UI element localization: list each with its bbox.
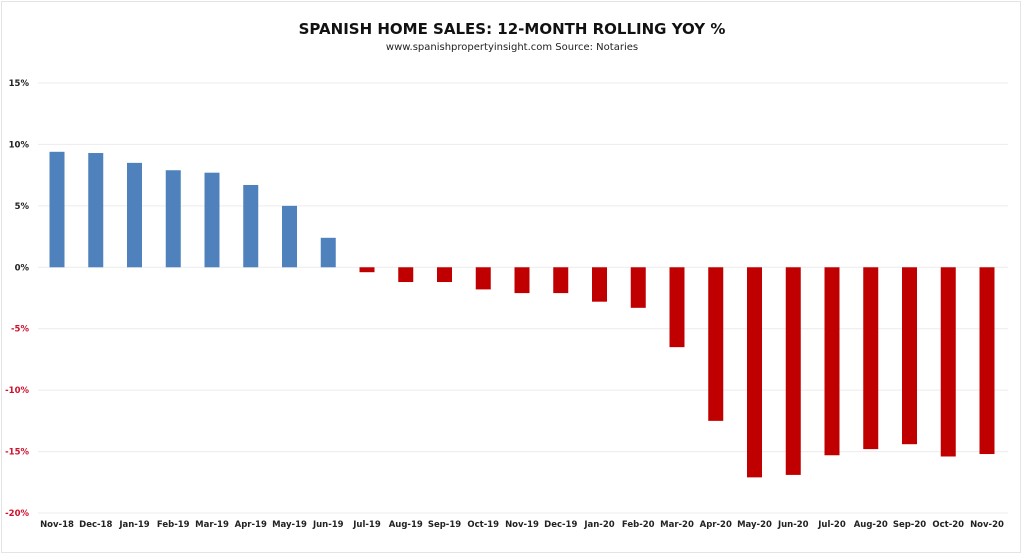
bar-feb-20: [630, 267, 646, 308]
x-tick-label: Mar-19: [195, 520, 229, 530]
x-tick-label: Oct-20: [932, 520, 964, 530]
bar-jul-19: [359, 267, 375, 273]
bar-oct-20: [940, 267, 956, 457]
bar-sep-20: [902, 267, 917, 445]
x-tick-label: May-19: [272, 520, 307, 530]
y-tick-label: -10%: [5, 386, 29, 396]
bar-mar-19: [204, 172, 220, 268]
bar-feb-19: [165, 170, 181, 268]
bar-jun-19: [320, 237, 336, 268]
x-tick-label: Dec-18: [79, 520, 112, 530]
x-tick-label: Aug-20: [854, 520, 888, 530]
x-tick-label: Dec-19: [544, 520, 577, 530]
y-tick-label: 0%: [15, 263, 30, 273]
chart-title: SPANISH HOME SALES: 12-MONTH ROLLING YOY…: [298, 20, 726, 38]
y-tick-label: 10%: [9, 140, 30, 150]
bar-mar-20: [669, 267, 685, 348]
y-tick-label: 5%: [15, 202, 30, 212]
bar-jan-20: [592, 267, 607, 302]
y-tick-label: -20%: [5, 509, 29, 519]
bar-jan-19: [127, 162, 142, 268]
x-tick-label: Jan-19: [118, 520, 149, 530]
x-tick-label: Jun-19: [312, 520, 344, 530]
y-tick-label: -5%: [11, 325, 29, 335]
bar-nov-20: [979, 267, 995, 455]
bar-apr-19: [243, 184, 259, 268]
bar-oct-19: [475, 267, 491, 290]
bar-nov-19: [514, 267, 530, 294]
bar-sep-19: [437, 267, 452, 283]
x-tick-label: May-20: [737, 520, 772, 530]
bar-may-20: [747, 267, 762, 478]
gridlines: [38, 82, 1008, 514]
x-tick-label: Sep-20: [893, 520, 926, 530]
x-tick-label: Aug-19: [389, 520, 423, 530]
bar-apr-20: [708, 267, 724, 421]
bar-aug-19: [398, 267, 414, 283]
x-tick-label: Mar-20: [660, 520, 694, 530]
x-tick-label: Sep-19: [428, 520, 461, 530]
x-tick-label: Jan-20: [583, 520, 614, 530]
x-axis-ticks: Nov-18 Dec-18 Jan-19 Feb-19 Mar-19 Apr-19 May-…: [40, 520, 1004, 530]
bar-jul-20: [824, 267, 840, 456]
y-tick-label: 15%: [9, 79, 30, 89]
y-tick-label: -15%: [5, 448, 29, 458]
x-tick-label: Oct-19: [467, 520, 499, 530]
x-tick-label: Jul-20: [817, 520, 846, 530]
x-tick-label: Feb-19: [157, 520, 190, 530]
bar-aug-20: [863, 267, 879, 450]
bar-dec-19: [553, 267, 569, 294]
x-tick-label: Apr-20: [700, 520, 732, 530]
x-tick-label: Jul-19: [352, 520, 381, 530]
x-tick-label: Nov-20: [970, 520, 1004, 530]
bar-jun-20: [785, 267, 801, 475]
x-tick-label: Apr-19: [235, 520, 267, 530]
bars: [49, 151, 995, 478]
y-axis-ticks: 15% 10% 5% 0% -5% -10% -15% -20%: [5, 79, 29, 519]
bar-may-19: [282, 205, 297, 268]
x-tick-label: Jun-20: [777, 520, 809, 530]
x-tick-label: Feb-20: [622, 520, 655, 530]
x-tick-label: Nov-19: [505, 520, 539, 530]
x-tick-label: Nov-18: [40, 520, 74, 530]
chart-subtitle: www.spanishpropertyinsight.com Source: N…: [385, 42, 639, 53]
bar-nov-18: [49, 151, 65, 268]
bar-dec-18: [88, 153, 104, 268]
